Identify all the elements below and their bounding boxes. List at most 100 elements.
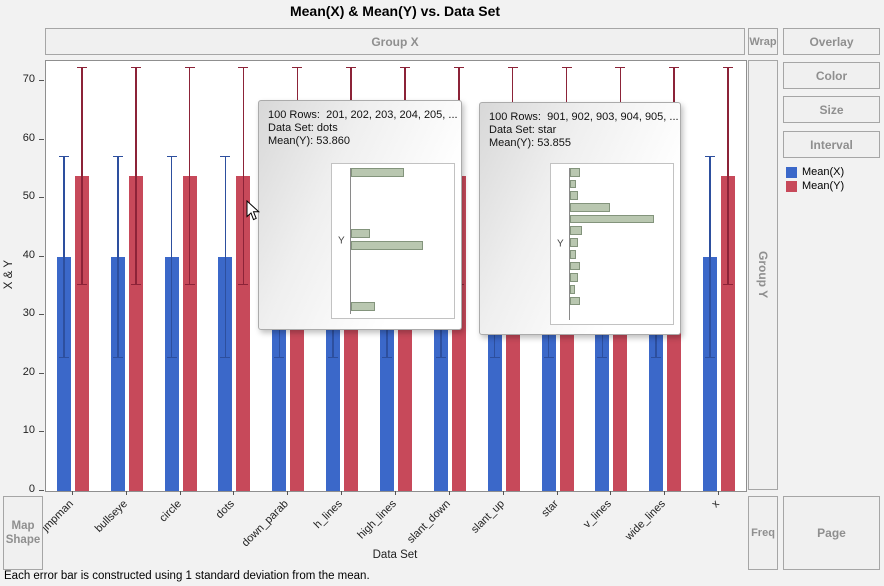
error-bar-cap <box>328 356 339 359</box>
bar-meanx-jmpman[interactable] <box>56 257 71 491</box>
bar-meanx-circle[interactable] <box>164 257 179 491</box>
error-bar-cap <box>346 66 357 69</box>
error-bar-cap <box>112 356 123 359</box>
histogram-axis-line <box>569 168 570 320</box>
hover-histogram <box>551 164 673 324</box>
dropzone-wrap[interactable]: Wrap <box>748 28 778 55</box>
error-bar-cap <box>723 66 734 69</box>
error-bar-cap <box>76 283 87 285</box>
histogram-bar <box>570 284 575 294</box>
legend-item[interactable]: Mean(Y) <box>786 180 844 192</box>
hover-tooltip-dots: 100 Rows: 201, 202, 203, 204, 205, ... D… <box>258 100 462 330</box>
y-tick-label: 0 <box>28 483 35 495</box>
error-bar-cap <box>166 155 177 158</box>
error-bar-cap <box>112 155 123 158</box>
error-bar-cap <box>705 356 716 359</box>
bar-meany-bullseye[interactable] <box>128 175 143 491</box>
x-tick-mark <box>610 491 612 495</box>
error-bar-cap <box>651 356 662 359</box>
histogram-bar <box>570 214 655 224</box>
x-tick-mark <box>718 491 720 495</box>
chart-title: Mean(X) & Mean(Y) vs. Data Set <box>289 3 501 19</box>
bar-meany-circle[interactable] <box>182 175 197 491</box>
y-tick-mark <box>39 431 44 433</box>
histogram-bar <box>570 249 576 259</box>
dropzone-overlay[interactable]: Overlay <box>783 28 880 55</box>
error-bar-cap <box>292 66 303 69</box>
x-tick-mark <box>287 491 289 495</box>
bar-meanx-bullseye[interactable] <box>110 257 125 491</box>
x-axis-labels: jmpman bullseye circle dots down_parab h_line… <box>40 491 745 551</box>
tooltip-histogram-thumbnail: Y <box>331 163 455 319</box>
bar-meany-x[interactable] <box>721 175 736 491</box>
dropzone-group-x[interactable]: Group X <box>45 28 745 55</box>
mouse-cursor-icon <box>246 200 261 221</box>
x-tick-mark <box>556 491 558 495</box>
legend-label: Mean(X) <box>802 166 845 178</box>
x-tick-mark <box>179 491 181 495</box>
histogram-bar <box>570 179 576 189</box>
bar-meanx-x[interactable] <box>703 257 718 491</box>
error-bar-cap <box>184 66 195 69</box>
map-shape-label-line2: Shape <box>5 534 41 546</box>
tooltip-rows-line: 100 Rows: 201, 202, 203, 204, 205, ... <box>268 109 458 121</box>
y-tick-label: 30 <box>22 307 35 320</box>
dropzone-group-y[interactable]: Group Y <box>748 60 778 490</box>
legend: Mean(X) Mean(Y) <box>786 164 844 194</box>
error-bar-jmpman <box>81 66 83 285</box>
error-bar-cap <box>400 66 410 69</box>
bar-meany-dots[interactable] <box>236 175 251 491</box>
error-bar-circle <box>170 155 173 359</box>
error-bar-cap <box>76 66 87 69</box>
error-bar-jmpman <box>63 155 65 359</box>
bar-meany-jmpman[interactable] <box>74 175 89 491</box>
x-tick-mark <box>664 491 666 495</box>
legend-item[interactable]: Mean(X) <box>786 166 844 178</box>
error-bar-cap <box>238 283 249 285</box>
histogram-y-label: Y <box>557 238 564 250</box>
error-bar-cap <box>166 356 177 359</box>
dropzone-interval[interactable]: Interval <box>783 131 880 158</box>
error-bar-cap <box>220 356 231 359</box>
bar-meanx-dots[interactable] <box>218 257 233 491</box>
histogram-y-label: Y <box>338 235 345 247</box>
y-tick-label: 60 <box>22 131 35 144</box>
y-tick-label: 10 <box>22 424 35 437</box>
error-bar-bullseye <box>135 66 137 285</box>
error-bar-x <box>727 66 729 285</box>
histogram-bar <box>351 301 375 311</box>
error-bar-cap <box>130 66 141 69</box>
y-tick-label: 40 <box>22 248 35 261</box>
dropzone-size[interactable]: Size <box>783 96 880 123</box>
x-axis-title: Data Set <box>372 549 418 561</box>
histogram-bar <box>570 296 580 306</box>
error-bar-cap <box>597 356 608 359</box>
error-bar-cap <box>723 283 734 285</box>
error-bar-cap <box>382 356 392 359</box>
histogram-bar <box>351 241 423 251</box>
error-bar-cap <box>507 66 518 69</box>
histogram-bar <box>570 238 578 247</box>
tooltip-mean-line: Mean(Y): 53.860 <box>268 135 350 147</box>
histogram-bar <box>570 261 580 271</box>
histogram-bar <box>570 191 578 201</box>
error-bar-cap <box>705 155 716 158</box>
error-bar-dots <box>242 66 245 285</box>
y-tick-mark <box>39 80 44 82</box>
x-tick-mark <box>125 491 127 495</box>
x-tick-mark <box>502 491 504 495</box>
hover-histogram <box>332 164 454 318</box>
error-bar-cap <box>220 155 231 158</box>
group-y-label: Group Y <box>756 251 770 299</box>
dropzone-page[interactable]: Page <box>783 496 880 570</box>
error-bar-cap <box>543 356 554 359</box>
x-tick-mark <box>233 491 235 495</box>
error-bar-cap <box>238 66 249 69</box>
dropzone-freq[interactable]: Freq <box>748 496 778 570</box>
y-tick-mark <box>39 138 44 140</box>
tooltip-histogram-thumbnail: Y <box>550 163 674 325</box>
error-bar-dots <box>224 155 227 359</box>
dropzone-map-shape[interactable]: Map Shape <box>3 496 43 570</box>
dropzone-color[interactable]: Color <box>783 62 880 89</box>
y-tick-mark <box>39 372 44 374</box>
